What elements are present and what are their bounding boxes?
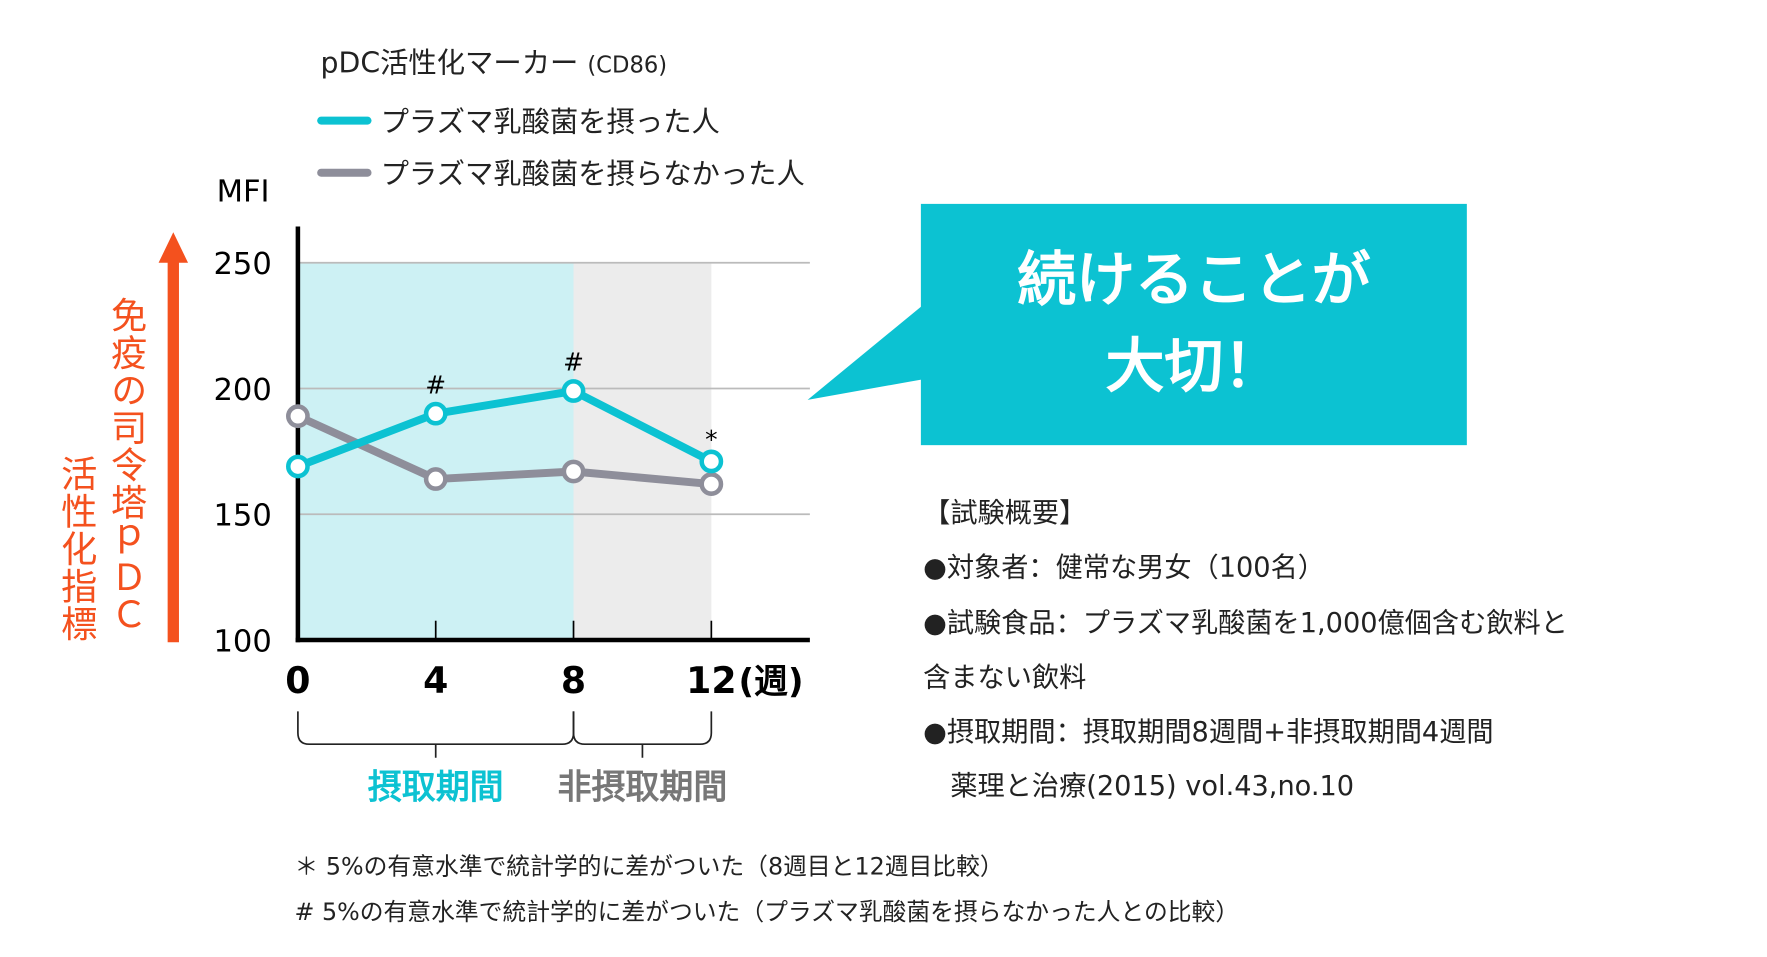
- x-tick-label: 0: [285, 659, 310, 702]
- summary-line: ●摂取期間：摂取期間8週間+非摂取期間4週間: [923, 715, 1494, 748]
- legend-label: プラズマ乳酸菌を摂らなかった人: [380, 157, 805, 191]
- callout-line-1: 続けることが: [1017, 247, 1371, 316]
- data-point: [561, 459, 586, 484]
- footnote-asterisk: ＊ 5%の有意水準で統計学的に差がついた（8週目と12週目比較）: [294, 852, 1004, 881]
- legend-swatch-gray: [317, 168, 372, 177]
- data-point: [423, 467, 448, 491]
- legend-title-suffix: (CD86): [587, 50, 668, 79]
- summary-line: ●試験食品：プラズマ乳酸菌を1,000億個含む飲料と: [923, 607, 1568, 639]
- callout-pointer: [807, 305, 923, 400]
- y-tick-label: 150: [213, 499, 271, 534]
- period-brace: [572, 711, 713, 758]
- axis-side-label-2: 活性化指標: [55, 455, 99, 643]
- x-axis-unit: (週): [739, 662, 804, 702]
- data-point: [699, 449, 724, 474]
- callout-line-2: 大切！: [1105, 332, 1283, 401]
- x-tick-label: 12: [686, 659, 736, 702]
- summary-line: 薬理と治療(2015) vol.43,no.10: [923, 770, 1355, 802]
- summary-heading: 【試験概要】: [923, 497, 1087, 529]
- axis-side-label-1: 免疫の司令塔ｐＤＣ: [105, 296, 149, 634]
- significance-mark: #: [425, 370, 446, 399]
- legend-swatch-teal: [317, 116, 372, 125]
- legend-title-text: pDC活性化マーカー: [320, 46, 579, 80]
- series-line: [296, 412, 712, 489]
- legend-label: プラズマ乳酸菌を摂った人: [380, 105, 720, 139]
- data-point: [286, 454, 310, 479]
- y-tick-label: 100: [213, 624, 271, 659]
- y-tick-label: 250: [213, 247, 271, 282]
- data-point: [286, 404, 310, 429]
- legend-title: pDC活性化マーカー (CD86): [321, 41, 668, 82]
- data-point: [561, 379, 586, 403]
- summary-line: 含まない飲料: [923, 661, 1087, 694]
- period-label: 非摂取期間: [558, 768, 728, 808]
- y-axis-title: MFI: [217, 175, 270, 210]
- x-tick-label: 8: [561, 659, 586, 702]
- up-arrow-icon: [158, 232, 189, 643]
- significance-mark: *: [705, 425, 717, 454]
- footnote-hash: # 5%の有意水準で統計学的に差がついた（プラズマ乳酸菌を摂らなかった人との比較…: [294, 898, 1240, 926]
- callout-box: 続けることが 大切！: [920, 203, 1467, 446]
- significance-mark: #: [563, 348, 584, 377]
- series-line: [296, 387, 714, 471]
- legend-item-not-taken: プラズマ乳酸菌を摂らなかった人: [317, 152, 805, 193]
- summary-line: ●対象者：健常な男女（100名）: [923, 551, 1325, 584]
- period-label: 摂取期間: [368, 768, 504, 808]
- data-point: [699, 472, 724, 496]
- x-tick-label: 4: [423, 659, 448, 702]
- y-tick-label: 200: [213, 373, 271, 408]
- period-brace: [297, 711, 575, 758]
- legend-item-taken: プラズマ乳酸菌を摂った人: [317, 100, 720, 141]
- data-point: [423, 401, 448, 426]
